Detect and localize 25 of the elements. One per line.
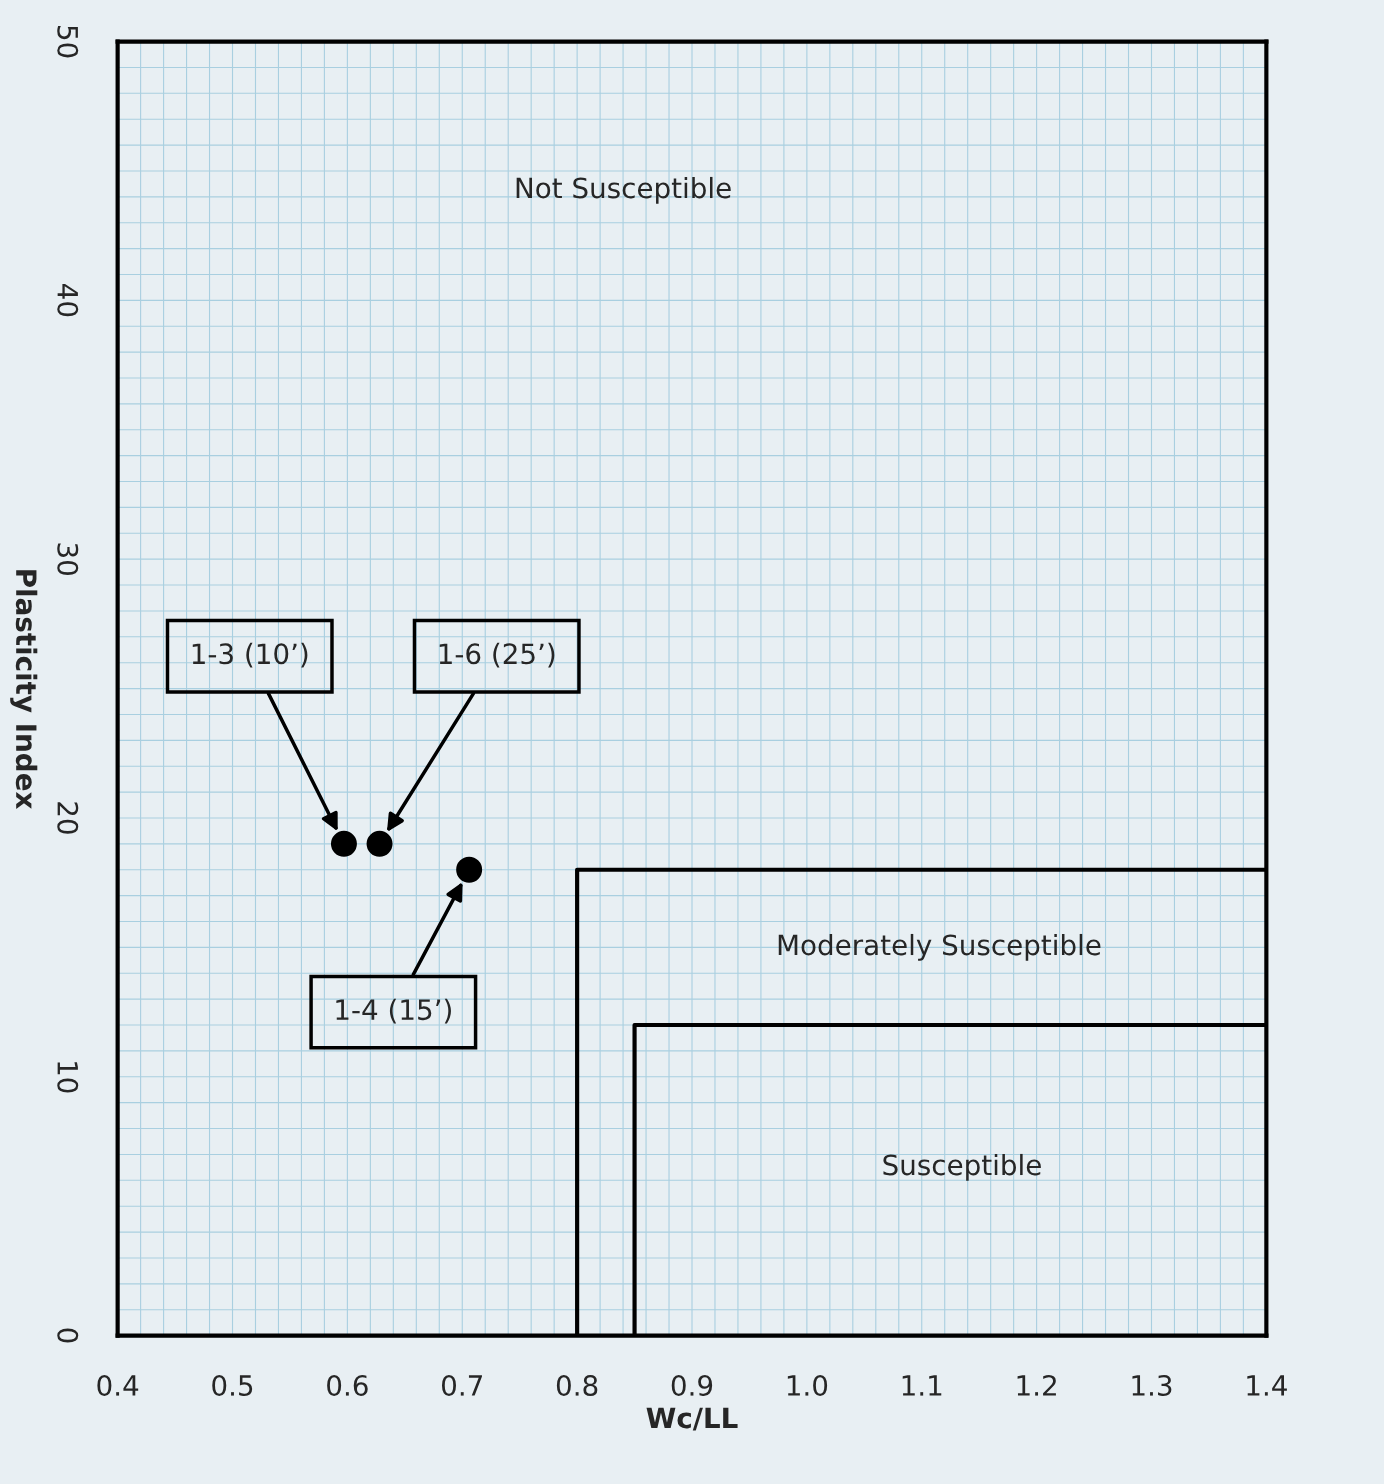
y-tick-label: 40 bbox=[57, 284, 79, 317]
y-tick-label: 30 bbox=[57, 543, 79, 575]
x-tick-label: 0.6 bbox=[327, 1374, 368, 1396]
x-tick-label: 1.0 bbox=[787, 1374, 828, 1396]
annotation: 1-6 (25’) bbox=[439, 642, 555, 668]
y-axis-title: Plasticity Index bbox=[10, 570, 38, 810]
y-tick-label: 0 bbox=[57, 1328, 79, 1343]
x-tick-label: 0.5 bbox=[212, 1374, 253, 1396]
x-tick-label: 0.4 bbox=[97, 1374, 139, 1396]
x-tick-label: 1.2 bbox=[1017, 1374, 1056, 1396]
annotation: 1-3 (10’) bbox=[192, 642, 308, 668]
annotation: Not Susceptible bbox=[516, 176, 731, 204]
y-tick-label: 10 bbox=[57, 1062, 79, 1093]
annotation: Susceptible bbox=[883, 1153, 1041, 1181]
y-tick-label: 20 bbox=[57, 802, 79, 834]
annotation: Moderately Susceptible bbox=[778, 933, 1101, 961]
x-tick-label: 1.3 bbox=[1132, 1374, 1172, 1396]
x-tick-label: 0.8 bbox=[556, 1374, 598, 1396]
x-tick-label: 1.1 bbox=[902, 1375, 942, 1396]
x-tick-label: 1.4 bbox=[1247, 1375, 1287, 1396]
x-tick-label: 0.9 bbox=[671, 1374, 713, 1396]
x-tick-label: 0.7 bbox=[442, 1374, 482, 1396]
x-axis-title: Wc/LL bbox=[646, 1407, 738, 1431]
annotation: 1-4 (15’) bbox=[336, 998, 451, 1024]
y-tick-label: 50 bbox=[57, 26, 79, 58]
